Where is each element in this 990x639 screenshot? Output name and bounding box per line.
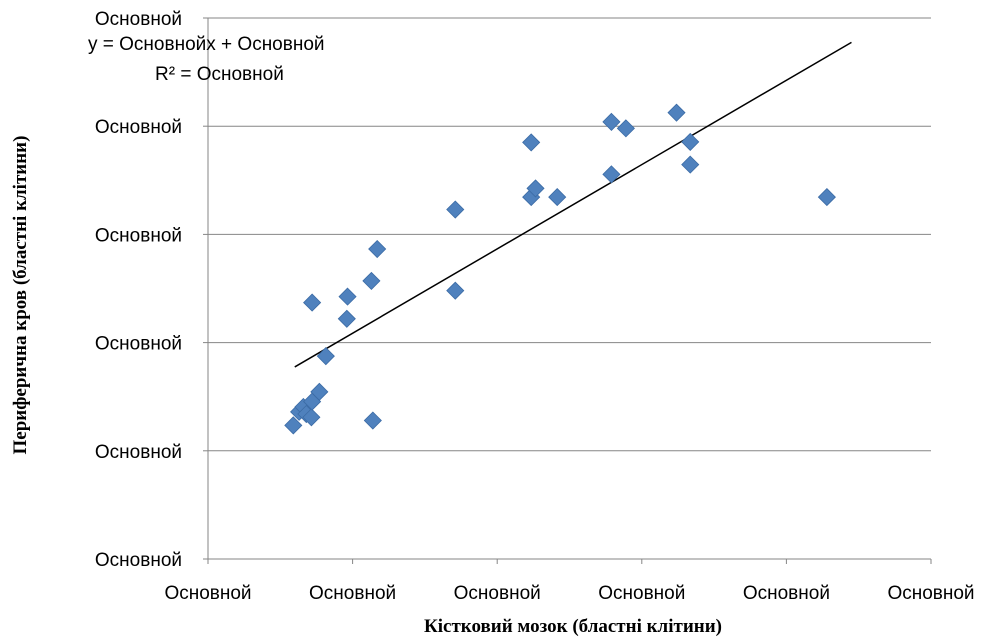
data-point bbox=[446, 281, 465, 300]
x-tick-label: Основной bbox=[164, 583, 251, 604]
data-point bbox=[548, 188, 567, 207]
data-point bbox=[368, 239, 387, 259]
data-point bbox=[362, 271, 381, 290]
x-tick-label: Основной bbox=[454, 583, 541, 604]
r-squared-label: R² = Основной bbox=[155, 64, 284, 85]
trendline-equation: y = Основнойx + Основной bbox=[88, 34, 325, 55]
data-point bbox=[616, 119, 635, 138]
data-point bbox=[602, 165, 621, 184]
y-tick-label: Основной bbox=[95, 442, 182, 463]
y-tick-label: Основной bbox=[95, 225, 182, 246]
axes bbox=[203, 17, 932, 564]
data-point bbox=[284, 416, 303, 435]
x-tick-label: Основной bbox=[598, 583, 685, 604]
data-point bbox=[363, 411, 382, 430]
x-tick-label: Основной bbox=[743, 583, 830, 604]
x-tick-label: Основной bbox=[887, 583, 974, 604]
data-point bbox=[446, 200, 465, 219]
trendline bbox=[294, 41, 852, 368]
data-points bbox=[284, 103, 836, 435]
y-tick-label: Основной bbox=[95, 117, 182, 138]
data-point bbox=[316, 347, 335, 366]
data-point bbox=[522, 133, 541, 152]
data-point bbox=[337, 309, 356, 328]
data-point bbox=[302, 408, 321, 427]
x-tick-label: Основной bbox=[309, 583, 396, 604]
y-tick-label: Основной bbox=[95, 334, 182, 355]
data-point bbox=[310, 382, 329, 401]
data-point bbox=[303, 293, 322, 312]
x-tick-labels: Основной Основной Основной Основной Основной… bbox=[164, 583, 974, 604]
y-tick-labels: Основной Основной Основной Основной Основной… bbox=[95, 9, 182, 571]
trendline-line bbox=[294, 41, 852, 368]
data-point bbox=[526, 179, 545, 198]
data-point bbox=[667, 103, 686, 122]
data-point bbox=[681, 155, 700, 174]
data-point bbox=[338, 287, 357, 306]
data-point bbox=[681, 132, 700, 151]
y-tick-label: Основной bbox=[95, 550, 182, 571]
x-axis-title: Кістковий мозок (бластні клітини) bbox=[424, 616, 722, 637]
data-point bbox=[602, 112, 621, 131]
y-axis-title: Периферична кров (бластні клітини) bbox=[10, 136, 31, 455]
grid-lines bbox=[208, 17, 931, 452]
data-point bbox=[817, 188, 836, 207]
y-tick-label: Основной bbox=[95, 9, 182, 30]
